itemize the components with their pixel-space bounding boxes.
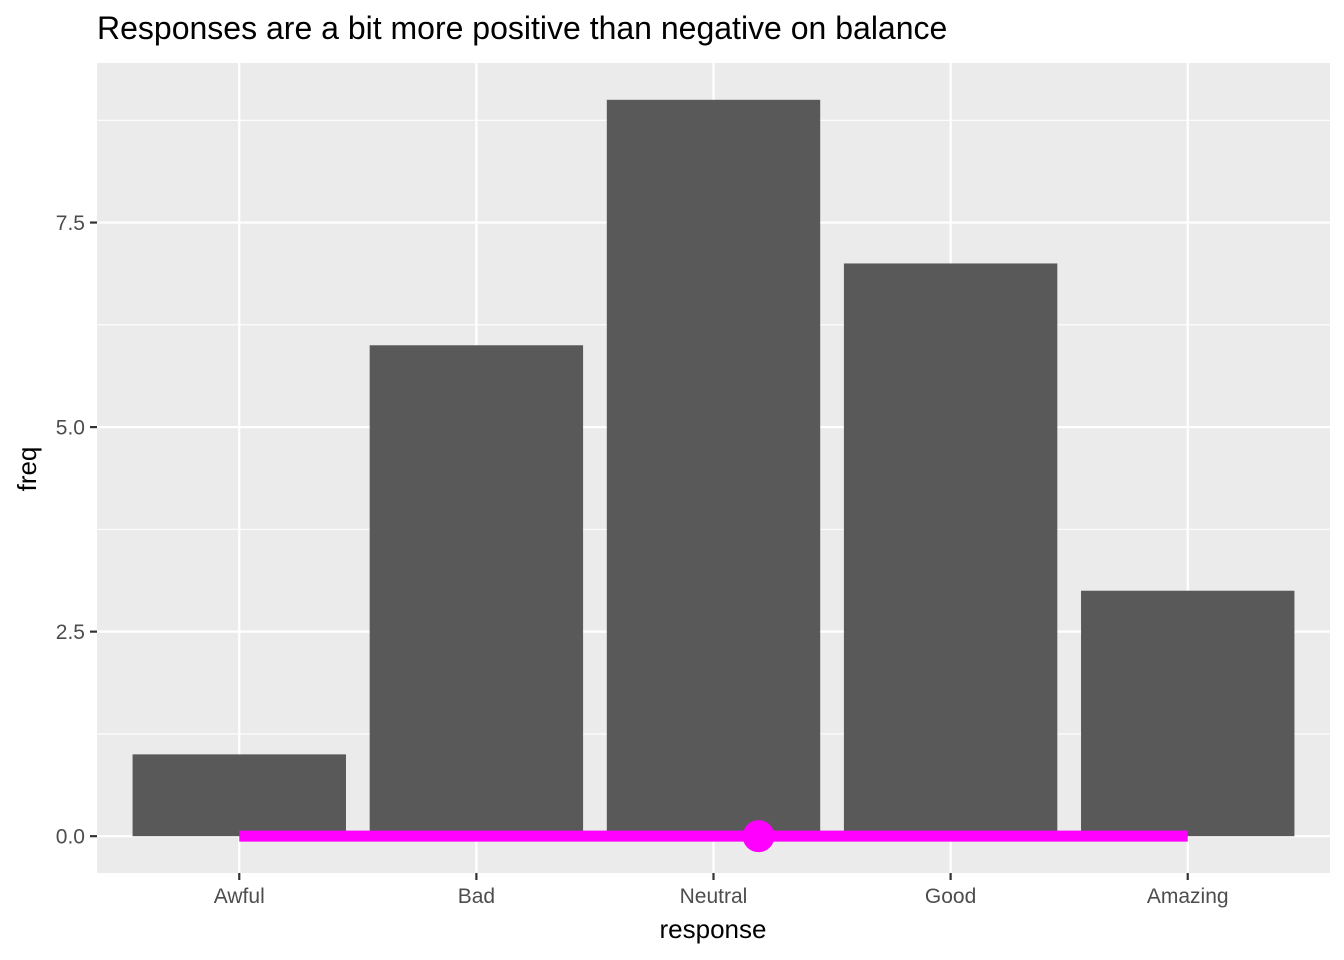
bar-good [843, 263, 1058, 837]
y-tick-label: 2.5 [56, 621, 85, 644]
x-axis: Awful Bad Neutral Good Amazing [214, 873, 1229, 908]
bars [132, 99, 1295, 837]
y-tick-label: 5.0 [56, 417, 85, 440]
y-axis: 0.0 2.5 5.0 7.5 [56, 212, 97, 849]
x-tick-label: Neutral [680, 885, 748, 908]
bar-bad [369, 345, 584, 837]
y-axis-title: freq [12, 447, 42, 492]
x-tick-label: Bad [458, 885, 495, 908]
chart-title: Responses are a bit more positive than n… [97, 10, 947, 46]
x-tick-label: Awful [214, 885, 265, 908]
x-axis-title: response [660, 914, 767, 944]
x-tick-label: Amazing [1147, 885, 1229, 908]
bar-awful [132, 754, 346, 837]
bar-amazing [1081, 590, 1295, 837]
bar-neutral [606, 99, 821, 837]
x-tick-label: Good [925, 885, 976, 908]
y-tick-label: 7.5 [56, 212, 85, 235]
y-tick-label: 0.0 [56, 826, 85, 849]
balance-overlay [239, 820, 1188, 853]
balance-point [742, 820, 775, 853]
